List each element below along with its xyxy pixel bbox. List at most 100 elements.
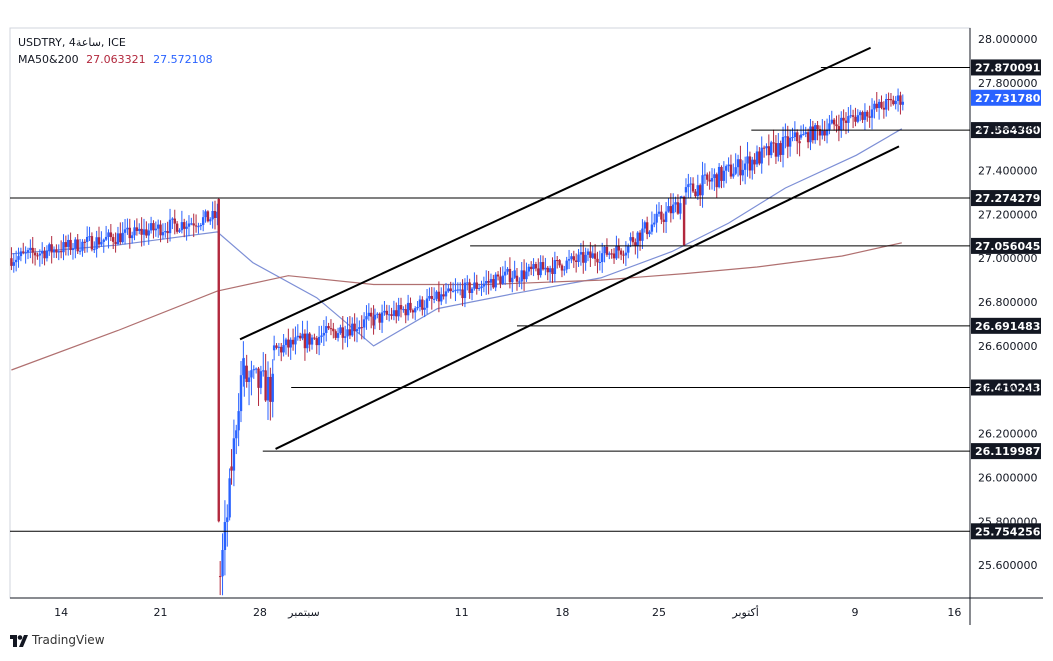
candle-body (262, 370, 265, 372)
symbol-line: USDTRY, 4ساعة, ICE (18, 36, 126, 49)
candle-body (343, 336, 347, 338)
candle-body (447, 288, 450, 292)
indicator-legend[interactable]: MA50&200 27.063321 27.572108 (18, 53, 213, 66)
candle-body (367, 312, 371, 317)
candle-body (206, 211, 210, 222)
candle-body (734, 167, 737, 174)
candle-body (863, 111, 867, 120)
candle-body (679, 203, 682, 214)
candle-body (461, 289, 464, 299)
candle-body (392, 310, 396, 316)
candle-body (154, 228, 158, 231)
candle-body (508, 268, 512, 283)
candle-body (346, 329, 349, 337)
candle-body (811, 126, 815, 141)
candle-body (178, 230, 181, 232)
y-tick-label: 26.600000 (978, 340, 1038, 353)
candle-body (257, 368, 260, 388)
candle-body (387, 314, 391, 316)
ma-label: MA50&200 (18, 53, 79, 66)
candle-body (213, 210, 217, 218)
candle-body (589, 251, 592, 258)
candle-body (858, 112, 862, 116)
candle-body (95, 237, 98, 250)
candle-body (171, 218, 174, 220)
candle-body (266, 376, 270, 401)
candle-body (767, 146, 771, 156)
candle-body (667, 206, 670, 212)
candle-body (430, 295, 433, 299)
candle-body (372, 316, 375, 326)
candle-body (674, 202, 677, 205)
candle-body (518, 281, 521, 283)
candle-body (544, 267, 547, 270)
candle-body (717, 166, 721, 188)
candle-body (684, 187, 688, 193)
candle-body (475, 282, 478, 289)
candle-body (706, 174, 709, 180)
candle-body (112, 237, 115, 242)
candle-body (298, 335, 302, 339)
candle-body (515, 275, 519, 282)
candle-body (655, 213, 658, 223)
candle-body (226, 517, 229, 523)
candle-body (522, 270, 526, 280)
candle-body (376, 313, 379, 315)
candle-body (570, 256, 573, 260)
candle-body (365, 316, 368, 320)
candle-body (489, 279, 493, 283)
candle-body (390, 314, 393, 316)
candle-body (463, 282, 467, 299)
candle-body (145, 229, 148, 236)
candle-body (315, 338, 318, 346)
candle-body (732, 173, 735, 177)
candle-body (185, 226, 188, 229)
candle-body (40, 251, 44, 254)
candle-body (418, 299, 422, 308)
candle-body (753, 159, 756, 165)
candle-body (866, 111, 869, 117)
time-axis[interactable]: 14 21 28 سبتمبر 11 18 25 أكتوبر 9 16 (54, 605, 961, 619)
candle-body (582, 252, 585, 263)
candle-body (14, 259, 18, 263)
candle-body (501, 275, 505, 284)
candle-body (254, 368, 258, 370)
candle-body (511, 277, 514, 283)
candle-body (308, 333, 311, 345)
candle-body (140, 228, 143, 235)
price-axis[interactable]: 25.600000 25.800000 26.000000 26.200000 26.4… (978, 33, 1038, 572)
candle-body (416, 307, 419, 309)
candle-body (660, 211, 663, 220)
candle-body (320, 335, 323, 337)
y-tick-label: 25.600000 (978, 559, 1038, 572)
y-tick-label: 27.000000 (978, 252, 1038, 265)
candle-body (259, 371, 263, 388)
candle-body (669, 206, 673, 214)
candle-body (102, 239, 105, 242)
candle-body (83, 241, 87, 243)
candle-body (272, 345, 276, 351)
candle-body (567, 259, 571, 261)
candle-body (482, 283, 486, 287)
candle-body (142, 229, 146, 235)
candle-body (696, 185, 700, 197)
candle-body (223, 522, 227, 551)
candle-body (788, 137, 792, 147)
x-tick-label: 16 (947, 606, 961, 619)
tradingview-logo[interactable]: TradingView (10, 633, 105, 647)
candle-body (239, 375, 243, 412)
candle-body (123, 229, 127, 233)
candle-body (513, 270, 516, 278)
tradingview-icon (10, 634, 28, 647)
candle-body (854, 116, 857, 122)
candle-body (503, 271, 507, 276)
level-label: 26.410243 (975, 381, 1040, 394)
candle-body (360, 327, 363, 329)
candle-body (546, 267, 549, 273)
candle-body (798, 141, 801, 144)
candle-body (173, 218, 176, 224)
candle-body (593, 253, 597, 259)
candle-body (264, 370, 267, 401)
candle-body (358, 327, 361, 330)
